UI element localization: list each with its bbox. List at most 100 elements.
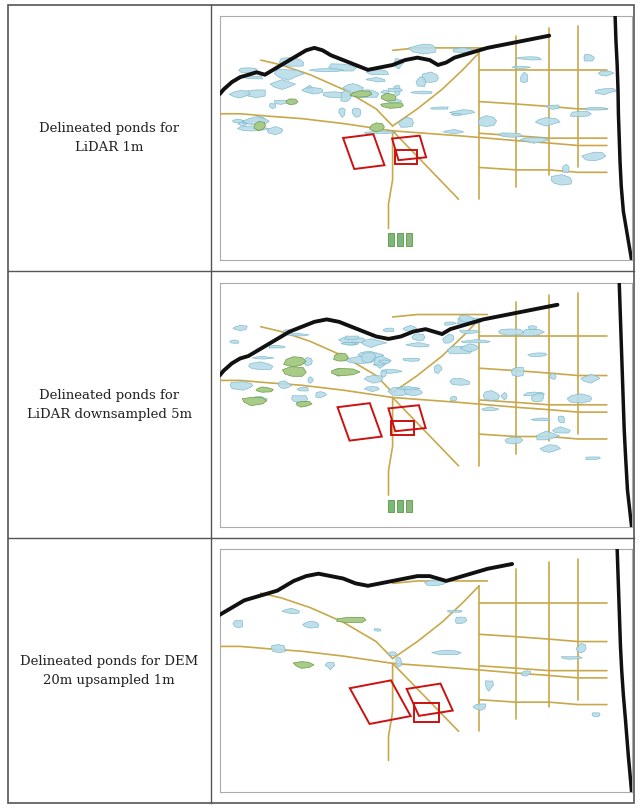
Polygon shape [308,377,313,383]
Polygon shape [256,387,273,392]
Polygon shape [238,126,269,131]
Polygon shape [460,344,479,352]
Polygon shape [395,657,401,667]
Polygon shape [598,71,614,76]
Polygon shape [339,108,345,117]
Polygon shape [284,356,306,367]
Polygon shape [567,393,592,403]
Polygon shape [325,663,334,670]
Polygon shape [582,152,606,161]
Bar [397,234,403,246]
Polygon shape [595,88,617,95]
Polygon shape [254,396,268,401]
Polygon shape [347,342,359,345]
Polygon shape [444,322,456,326]
Polygon shape [323,92,349,98]
Polygon shape [416,77,426,86]
Polygon shape [270,80,295,90]
Polygon shape [230,340,239,343]
Polygon shape [483,390,499,401]
Polygon shape [501,393,507,400]
Polygon shape [461,339,490,343]
Polygon shape [403,326,417,331]
Polygon shape [274,69,304,80]
Polygon shape [297,402,312,407]
Polygon shape [374,629,381,631]
Polygon shape [336,617,366,623]
Polygon shape [358,351,384,359]
Polygon shape [396,386,421,389]
Polygon shape [550,372,556,379]
Polygon shape [334,368,345,377]
Polygon shape [581,374,600,383]
Polygon shape [571,112,591,116]
Polygon shape [242,398,267,406]
Polygon shape [455,617,467,624]
Polygon shape [523,392,544,396]
Polygon shape [338,338,365,343]
Polygon shape [431,650,461,654]
Polygon shape [450,396,457,401]
Polygon shape [248,362,273,369]
Polygon shape [584,54,594,61]
Polygon shape [388,88,403,92]
Bar [406,234,412,246]
Polygon shape [404,389,422,396]
Polygon shape [521,72,528,83]
Polygon shape [553,427,570,433]
Polygon shape [521,671,530,676]
Polygon shape [443,335,454,343]
Polygon shape [302,621,318,628]
Text: Delineated ponds for DEM
20m upsampled 1m: Delineated ponds for DEM 20m upsampled 1… [20,654,198,687]
Polygon shape [473,704,486,710]
Polygon shape [367,69,388,74]
Polygon shape [381,93,396,101]
Polygon shape [345,356,376,364]
Polygon shape [252,356,274,359]
Polygon shape [576,643,586,653]
Polygon shape [434,364,442,373]
Polygon shape [516,57,541,60]
Polygon shape [430,107,449,109]
Bar [390,421,415,436]
Polygon shape [531,418,550,421]
Text: Delineated ponds for
LiDAR downsampled 5m: Delineated ponds for LiDAR downsampled 5… [26,389,192,421]
Polygon shape [422,72,438,82]
Polygon shape [399,117,413,128]
Polygon shape [238,123,247,126]
Polygon shape [450,378,470,385]
Polygon shape [361,352,376,363]
Polygon shape [286,333,309,336]
Text: Delineated ponds for
LiDAR 1m: Delineated ponds for LiDAR 1m [39,122,179,154]
Polygon shape [332,368,360,376]
Polygon shape [528,326,537,330]
Polygon shape [424,580,446,586]
Polygon shape [291,396,308,402]
Polygon shape [460,315,474,322]
Polygon shape [233,621,243,628]
Polygon shape [457,318,482,324]
Polygon shape [361,339,387,347]
Polygon shape [499,329,524,335]
Polygon shape [449,110,475,115]
Polygon shape [498,133,522,137]
Polygon shape [254,121,266,131]
Polygon shape [232,119,243,123]
Bar [414,703,438,722]
Polygon shape [447,347,473,354]
Polygon shape [239,68,257,73]
Polygon shape [278,381,292,389]
Polygon shape [381,369,402,373]
Polygon shape [378,360,390,364]
Polygon shape [528,353,547,356]
Polygon shape [381,371,386,377]
Polygon shape [558,416,564,423]
Polygon shape [230,381,253,390]
Bar [406,500,412,512]
Polygon shape [282,608,300,613]
Polygon shape [365,386,379,392]
Polygon shape [412,334,425,340]
Polygon shape [373,362,385,368]
Polygon shape [512,66,531,69]
Polygon shape [282,367,306,377]
